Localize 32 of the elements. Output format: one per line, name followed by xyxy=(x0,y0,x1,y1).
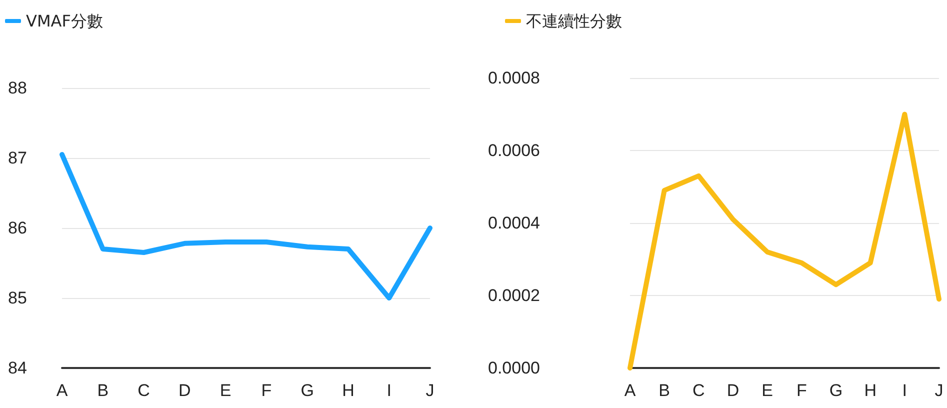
x-tick-label: D xyxy=(178,381,191,400)
y-tick-label: 86 xyxy=(8,218,27,238)
y-tick-label: 88 xyxy=(8,78,27,98)
x-tick-label: A xyxy=(624,381,636,400)
y-tick-label: 87 xyxy=(8,148,27,168)
x-tick-label: F xyxy=(796,381,807,400)
x-tick-label: C xyxy=(692,381,705,400)
x-tick-label: F xyxy=(261,381,272,400)
x-tick-label: B xyxy=(97,381,109,400)
x-tick-label: D xyxy=(726,381,740,400)
x-tick-label: I xyxy=(902,381,908,400)
x-tick-label: E xyxy=(762,381,774,400)
x-tick-label: J xyxy=(934,381,944,400)
x-tick-label: G xyxy=(300,381,314,400)
x-tick-label: I xyxy=(386,381,392,400)
x-tick-label: H xyxy=(342,381,354,400)
legend-label: 不連續性分數 xyxy=(526,12,622,30)
x-tick-label: A xyxy=(56,381,68,400)
y-tick-label: 85 xyxy=(8,288,27,308)
legend-label: VMAF分數 xyxy=(26,12,103,30)
y-tick-label: 0.0008 xyxy=(488,68,540,88)
y-tick-label: 0.0006 xyxy=(488,141,540,160)
x-tick-label: G xyxy=(829,381,843,400)
y-tick-label: 0.0002 xyxy=(488,286,540,305)
y-tick-label: 84 xyxy=(8,358,27,378)
x-tick-label: J xyxy=(426,381,434,400)
y-tick-label: 0.0004 xyxy=(488,214,540,232)
x-tick-label: C xyxy=(138,381,150,400)
x-tick-label: E xyxy=(220,381,232,400)
y-tick-label: 0.0000 xyxy=(488,358,540,378)
x-tick-label: H xyxy=(864,381,876,400)
x-tick-label: B xyxy=(658,381,670,400)
